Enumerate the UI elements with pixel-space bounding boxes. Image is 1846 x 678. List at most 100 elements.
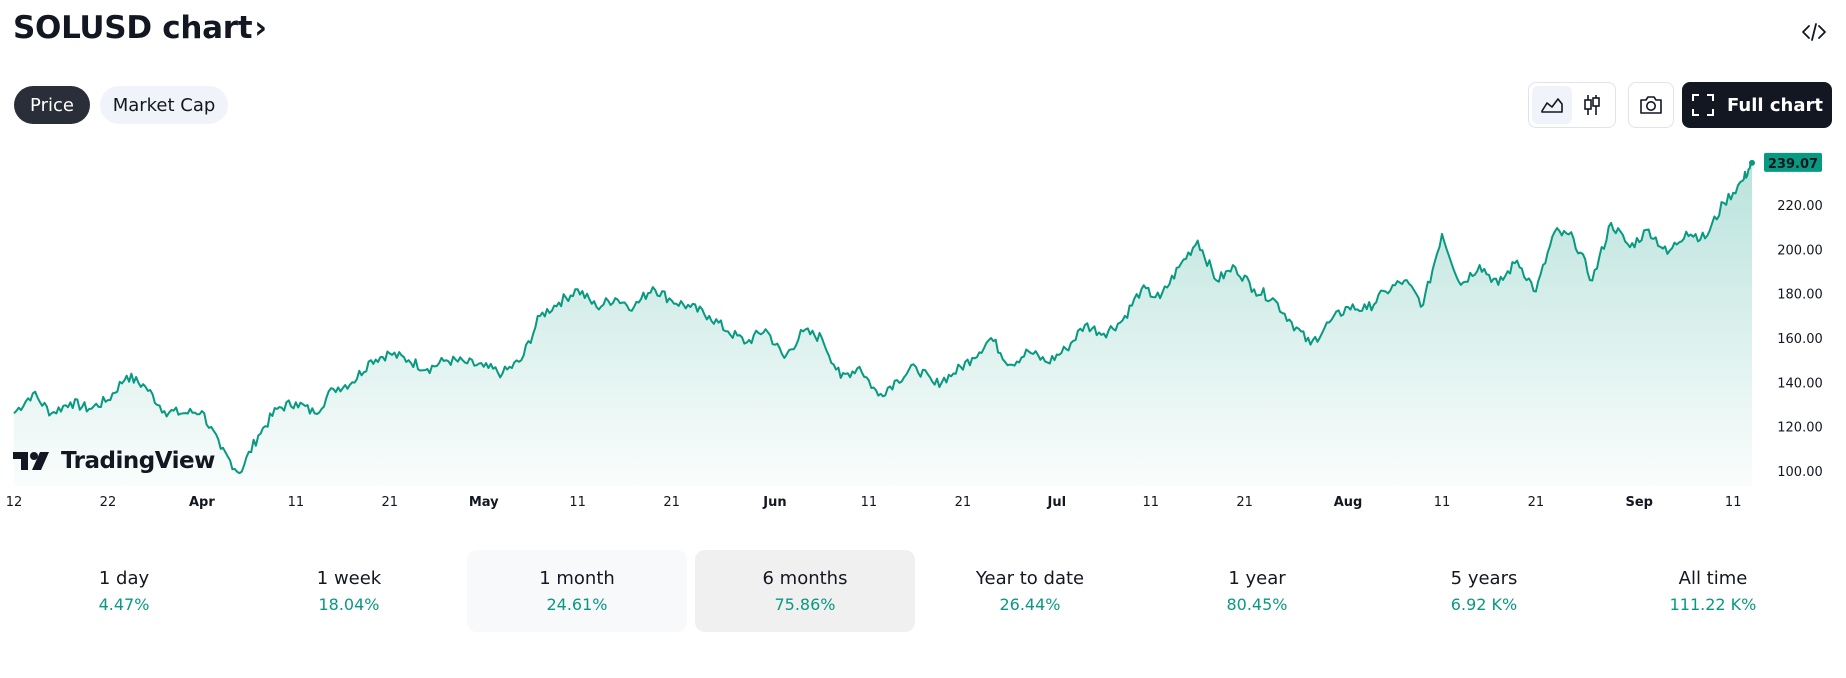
data-point	[388, 352, 392, 356]
chevron-right-icon[interactable]: ›	[254, 10, 267, 46]
fullscreen-icon	[1692, 94, 1715, 116]
data-point	[1684, 230, 1688, 234]
data-point	[914, 365, 918, 369]
period-5-years[interactable]: 5 years 6.92 K%	[1374, 550, 1594, 632]
code-icon[interactable]	[1798, 16, 1830, 48]
x-tick-label: 21	[1528, 495, 1545, 510]
data-point	[989, 336, 993, 340]
data-point	[707, 314, 711, 318]
data-point	[1102, 332, 1106, 336]
period-1-week[interactable]: 1 week 18.04%	[239, 550, 459, 632]
data-point	[1703, 236, 1707, 240]
data-point	[144, 385, 148, 389]
data-point	[1008, 363, 1012, 367]
data-point	[538, 314, 542, 318]
period-label: 1 day	[98, 568, 150, 589]
period-label: 5 years	[1450, 568, 1518, 589]
data-point	[1158, 296, 1162, 300]
data-point	[1421, 303, 1425, 307]
x-tick-label: Apr	[189, 495, 215, 510]
period-label: All time	[1678, 568, 1748, 589]
candlestick-chart-button[interactable]	[1572, 86, 1612, 124]
data-point	[331, 387, 335, 391]
data-point	[50, 411, 54, 415]
y-axis: 100.00 120.00 140.00 160.00 180.00 200.00 220.…	[1777, 199, 1823, 480]
y-tick-label: 200.00	[1777, 243, 1823, 258]
data-point	[1402, 278, 1406, 282]
tradingview-logo[interactable]: TradingView	[13, 448, 215, 474]
full-chart-button[interactable]: Full chart	[1682, 82, 1832, 128]
snapshot-group	[1628, 82, 1674, 128]
x-tick-label: Jul	[1047, 495, 1067, 510]
chart-marks	[12, 159, 1755, 451]
page-title-text[interactable]: SOLUSD chart	[13, 10, 253, 46]
data-point	[1027, 349, 1031, 353]
data-point	[313, 411, 317, 415]
y-tick-label: 180.00	[1777, 288, 1823, 303]
data-point	[557, 301, 561, 305]
data-point	[68, 400, 72, 404]
data-point	[782, 356, 786, 360]
tab-market-cap-label: Market Cap	[112, 94, 216, 116]
data-point	[764, 327, 768, 331]
data-point	[1290, 321, 1294, 325]
period-1-day[interactable]: 1 day 4.47%	[14, 550, 234, 632]
data-point	[87, 407, 91, 411]
period-change-value: 111.22 K%	[1669, 595, 1757, 614]
y-tick-label: 220.00	[1777, 199, 1823, 214]
area-chart-button[interactable]	[1532, 86, 1572, 124]
full-chart-label: Full chart	[1727, 94, 1823, 116]
data-point	[1459, 283, 1463, 287]
price-chart[interactable]: 100.00 120.00 140.00 160.00 180.00 200.00 220.…	[0, 140, 1846, 520]
last-price-dot	[1749, 159, 1755, 166]
data-point	[12, 411, 16, 415]
period-year-to-date[interactable]: Year to date 26.44%	[920, 550, 1140, 632]
data-point	[1572, 236, 1576, 240]
period-label: Year to date	[975, 568, 1085, 589]
tab-price[interactable]: Price	[14, 86, 90, 124]
data-point	[1515, 259, 1519, 263]
x-tick-label: 21	[955, 495, 972, 510]
data-point	[576, 287, 580, 291]
period-all-time[interactable]: All time 111.22 K%	[1603, 550, 1823, 632]
data-point	[219, 447, 223, 451]
period-label: 1 week	[316, 568, 382, 589]
period-change-value: 75.86%	[774, 595, 836, 614]
data-point	[1064, 347, 1068, 351]
data-point	[501, 371, 505, 375]
x-tick-label: 11	[1725, 495, 1742, 510]
data-point	[1139, 287, 1143, 291]
data-point	[125, 374, 129, 378]
data-point	[839, 376, 843, 380]
period-1-year[interactable]: 1 year 80.45%	[1147, 550, 1367, 632]
period-change-value: 26.44%	[999, 595, 1061, 614]
period-1-month[interactable]: 1 month 24.61%	[467, 550, 687, 632]
data-point	[407, 358, 411, 362]
period-6-months[interactable]: 6 months 75.86%	[695, 550, 915, 632]
data-point	[820, 336, 824, 340]
data-point	[1308, 343, 1312, 347]
tab-price-label: Price	[30, 94, 74, 116]
data-point	[1177, 265, 1181, 269]
x-tick-label: 11	[1434, 495, 1451, 510]
last-price-label: 239.07	[1764, 152, 1822, 172]
data-point	[1252, 287, 1256, 291]
data-point	[876, 394, 880, 398]
period-change-value: 24.61%	[546, 595, 608, 614]
y-tick-label: 160.00	[1777, 332, 1823, 347]
snapshot-button[interactable]	[1632, 86, 1670, 124]
x-tick-label: 21	[663, 495, 680, 510]
x-tick-label: Jun	[762, 495, 786, 510]
data-point	[369, 358, 373, 362]
page-title[interactable]: SOLUSD chart›	[13, 10, 267, 46]
data-point	[1478, 263, 1482, 267]
tab-market-cap[interactable]: Market Cap	[100, 86, 228, 124]
data-point	[801, 329, 805, 333]
data-point	[594, 305, 598, 309]
data-point	[181, 411, 185, 415]
data-point	[256, 433, 260, 437]
data-point	[726, 329, 730, 333]
data-point	[1440, 232, 1444, 236]
data-point	[1196, 239, 1200, 243]
x-tick-label: 11	[288, 495, 305, 510]
